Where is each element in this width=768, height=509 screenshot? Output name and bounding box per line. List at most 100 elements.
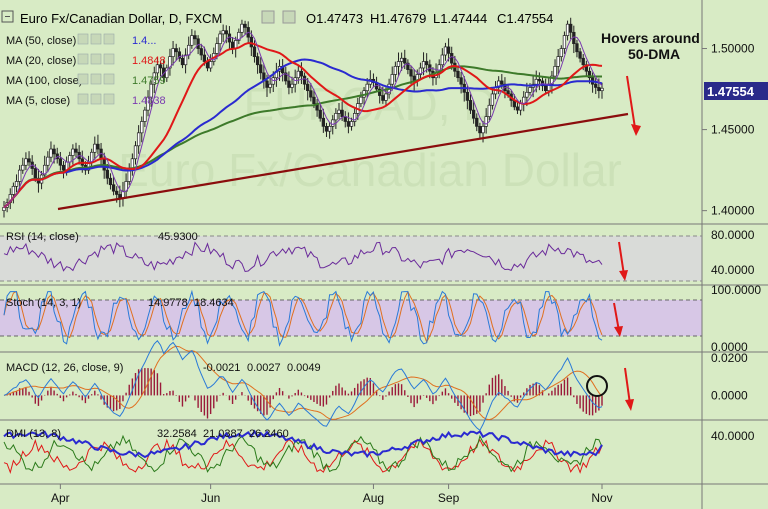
- candle-body: [259, 64, 263, 74]
- candle-body: [359, 96, 363, 105]
- candle-body: [487, 104, 491, 117]
- ma20-line: [3, 42, 603, 209]
- candle-body: [518, 103, 523, 111]
- candle-body: [18, 169, 22, 182]
- candle-body: [152, 72, 156, 85]
- arrow-macd: [624, 367, 634, 411]
- support-trendline: [57, 112, 629, 211]
- candle-body: [61, 164, 66, 171]
- stoch-k-value: 14.9778: [148, 297, 188, 309]
- candle-body: [456, 70, 460, 79]
- time-tick-label-4: Nov: [591, 491, 612, 505]
- macd-crossover-circle: [586, 375, 608, 397]
- rsi-label: RSI (14, close): [6, 231, 79, 243]
- dmi-value-2: 26.2460: [249, 428, 289, 440]
- candle-body: [2, 207, 6, 212]
- candle-body: [290, 83, 294, 88]
- dmi-tick-label-0: 40.0000: [711, 429, 755, 443]
- candle-body: [158, 64, 163, 69]
- price-tick-label-1: 1.45000: [711, 123, 755, 137]
- candle-body: [111, 184, 116, 192]
- candle-body: [183, 54, 188, 66]
- stoch-panel: Stoch (14, 3, 1) 14.9778 18.4634 100.0000 0.…: [3, 283, 761, 354]
- candle-body: [525, 91, 529, 98]
- candle-body: [177, 51, 181, 59]
- axis-labels: 1.50000 1.45000 1.40000 Apr Jun Aug Sep Nov: [51, 42, 755, 505]
- candle-body: [562, 35, 567, 49]
- candle-body: [587, 70, 592, 79]
- ohlc-close: C1.47554: [497, 11, 553, 26]
- candle-body: [306, 83, 310, 92]
- candle-body: [581, 57, 585, 66]
- rsi-value: 45.9300: [158, 231, 198, 243]
- candle-body: [406, 62, 410, 70]
- candle-body: [46, 156, 50, 166]
- time-tick-label-3: Sep: [438, 491, 460, 505]
- visibility-icon[interactable]: [261, 10, 275, 24]
- candle-body: [133, 145, 138, 160]
- candle-body: [299, 70, 304, 77]
- rsi-tick-label-0: 80.0000: [711, 228, 755, 242]
- candle-body: [425, 61, 429, 66]
- candle-body: [296, 70, 300, 79]
- watermark-line2: Euro Fx/Canadian Dollar: [118, 144, 622, 196]
- settings-icon[interactable]: [282, 10, 296, 24]
- legend-ma-label-3: MA (5, close): [6, 95, 70, 107]
- dmi-label: DMI (13, 8): [6, 428, 61, 440]
- main-legend: MA (50, close) 1.4... MA (20, close) 1.4848…: [6, 33, 166, 107]
- rsi-band: [0, 236, 702, 281]
- candle-body: [446, 46, 451, 54]
- legend-ma-icon: [77, 93, 89, 105]
- candle-body: [556, 56, 560, 67]
- rsi-panel: RSI (14, close) 45.9300 80.0000 40.0000: [3, 228, 755, 277]
- candle-body: [243, 23, 247, 28]
- candle-body: [108, 177, 113, 186]
- candle-body: [559, 48, 563, 57]
- stoch-d-line: [3, 290, 603, 344]
- dmi-adx-line: [3, 429, 603, 459]
- candle-body: [149, 83, 153, 98]
- time-tick-label-2: Aug: [363, 491, 384, 505]
- candle-body: [136, 132, 141, 147]
- macd-label: MACD (12, 26, close, 9): [6, 362, 123, 374]
- candle-body: [349, 121, 354, 127]
- candle-body: [443, 46, 448, 56]
- candle-body: [478, 125, 482, 134]
- macd-panel: MACD (12, 26, close, 9) -0.0021 0.0027 0.00…: [3, 340, 748, 432]
- time-tick-label-1: Jun: [201, 491, 220, 505]
- dmi-value-1: 21.0387: [203, 428, 243, 440]
- candle-body: [421, 61, 426, 69]
- candle-body: [399, 57, 404, 62]
- legend-ma-label-1: MA (20, close): [6, 55, 76, 67]
- candle-body: [199, 48, 203, 56]
- candle-body: [118, 194, 122, 199]
- candle-body: [221, 30, 225, 35]
- ohlc-low: L1.47444: [433, 11, 487, 26]
- candle-body: [74, 148, 78, 153]
- dmi-plus-line: [3, 434, 603, 473]
- candle-body: [193, 35, 197, 40]
- candle-body: [418, 67, 423, 75]
- candle-body: [155, 64, 160, 74]
- legend-ma-icon: [90, 33, 102, 45]
- candle-body: [165, 67, 169, 79]
- legend-ma-value-0: 1.4...: [132, 35, 156, 47]
- legend-ma-icon: [90, 53, 102, 65]
- candle-body: [534, 78, 538, 85]
- arrow-stoch: [613, 302, 623, 337]
- macd-line: [3, 340, 603, 432]
- candle-body: [318, 109, 322, 119]
- candle-body: [378, 88, 382, 96]
- candle-body: [202, 54, 207, 62]
- candle-body: [346, 121, 351, 127]
- candle-body: [506, 90, 510, 95]
- candle-body: [180, 57, 185, 66]
- ohlc-open: O1.47473: [306, 11, 363, 26]
- annotation-line2: 50-DMA: [628, 46, 680, 62]
- collapse-icon[interactable]: [1, 10, 14, 23]
- candle-body: [324, 125, 329, 132]
- annotation-line1: Hovers around: [601, 30, 700, 46]
- main-price-panel: [2, 17, 604, 218]
- legend-ma-label-0: MA (50, close): [6, 35, 76, 47]
- rsi-line: [3, 241, 603, 273]
